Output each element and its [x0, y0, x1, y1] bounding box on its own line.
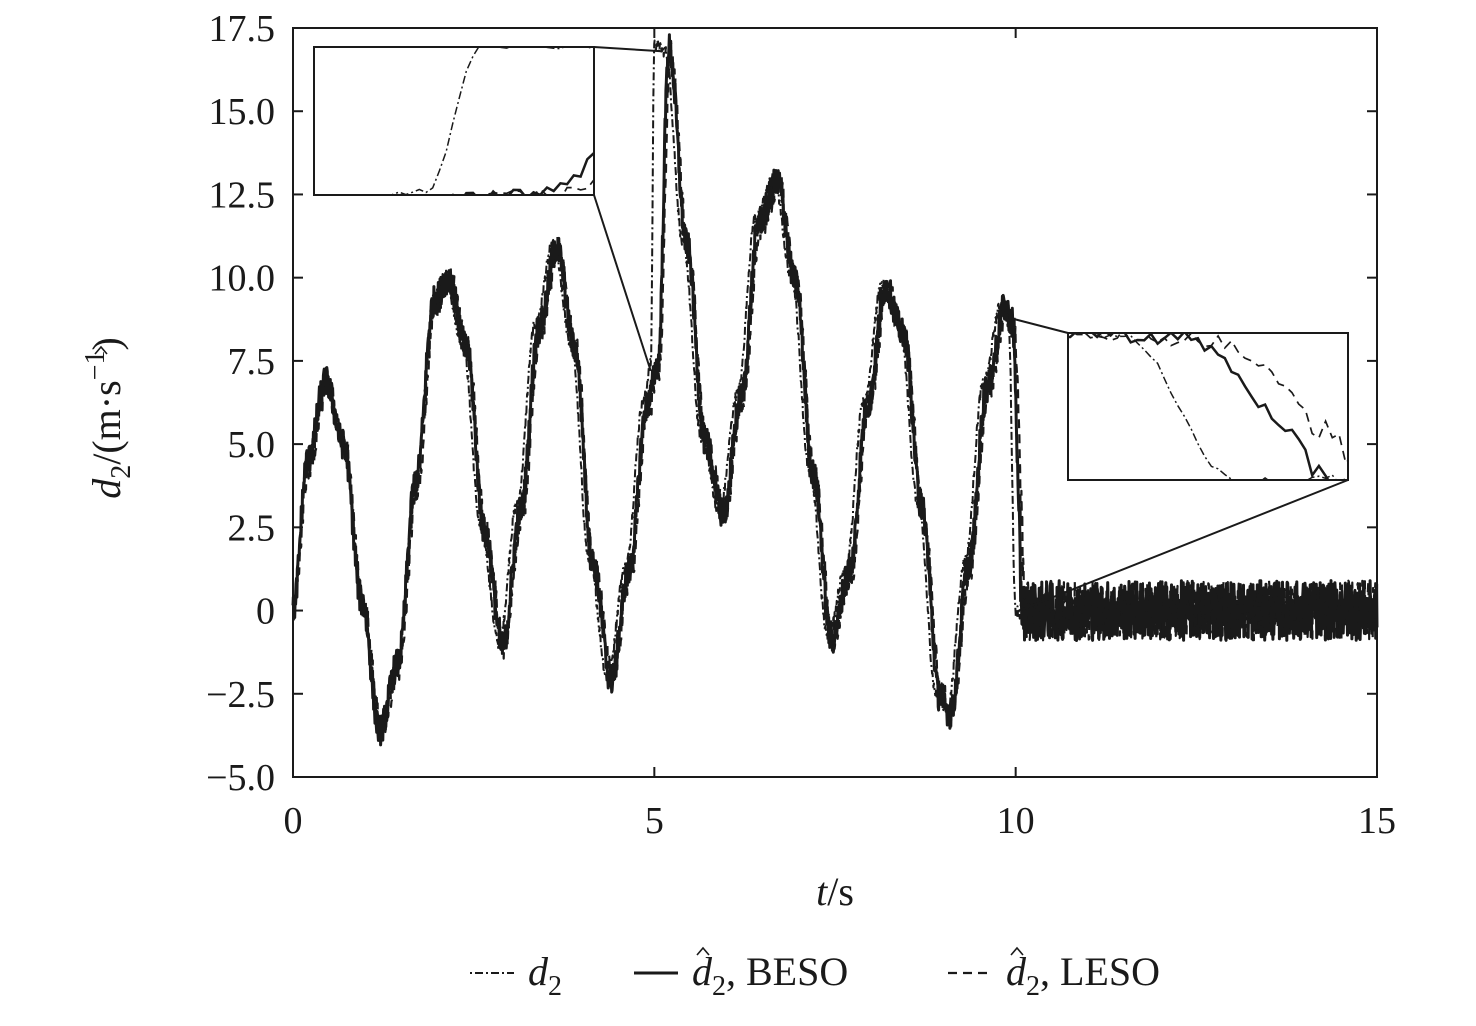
legend-item: d2, LESO [948, 946, 1160, 1002]
inset-series-dash-dot [1068, 333, 1348, 480]
legend-label: d2 [528, 949, 562, 1002]
y-tick-label: 15.0 [209, 91, 276, 133]
y-tick-label: 7.5 [228, 341, 276, 383]
inset-connector [1018, 479, 1349, 612]
y-tick-label: 2.5 [228, 507, 276, 549]
zoom-insets [313, 46, 1349, 481]
plot-lines [291, 33, 1379, 747]
plot-frame [292, 27, 1378, 778]
inset-series-dashed [1076, 333, 1348, 466]
y-axis-label: d2/(m·s−1) [80, 337, 137, 499]
legend-item: d2, BESO [634, 946, 848, 1002]
y-tick-label: 0 [256, 591, 275, 633]
inset-box [313, 46, 595, 196]
legend-label: d2, LESO [1006, 949, 1160, 1002]
legend-label: d2, BESO [692, 949, 848, 1002]
inset-lines [1068, 333, 1348, 480]
y-axis-label-hat [94, 345, 108, 355]
axis-ticks [292, 27, 1378, 778]
y-tick-label: 5.0 [228, 424, 276, 466]
inset-connector [1008, 316, 1069, 334]
inset-connector [593, 194, 652, 372]
y-tick-label: −2.5 [206, 674, 275, 716]
inset-series-solid [451, 151, 594, 195]
legend-hat [696, 946, 710, 956]
y-tick-label: 10.0 [209, 258, 276, 300]
tick-labels: 0 5 10 15 −5.0 −2.5 0 2.5 5.0 7.5 10.0 12.5 15.0 17.5 [206, 8, 1396, 842]
legend: d2 d2, BESO d2, LESO [470, 946, 1160, 1002]
x-axis-label: t/s [816, 869, 854, 914]
inset-box [1067, 332, 1349, 481]
inset-lines [390, 47, 594, 195]
x-tick-label: 0 [284, 800, 303, 842]
y-tick-label: 12.5 [209, 174, 276, 216]
legend-hat [1010, 946, 1024, 956]
series-line-dashed [291, 40, 1379, 740]
x-tick-label: 15 [1358, 800, 1396, 842]
inset-series-dash-dot [390, 47, 594, 195]
x-tick-label: 10 [997, 800, 1035, 842]
y-tick-label: 17.5 [209, 8, 276, 50]
inset-series-solid [1068, 333, 1330, 480]
legend-item: d2 [470, 949, 562, 1002]
y-tick-label: −5.0 [206, 757, 275, 799]
x-tick-label: 5 [645, 800, 664, 842]
inset-connector [593, 46, 662, 53]
inset-connectors [593, 46, 1349, 612]
